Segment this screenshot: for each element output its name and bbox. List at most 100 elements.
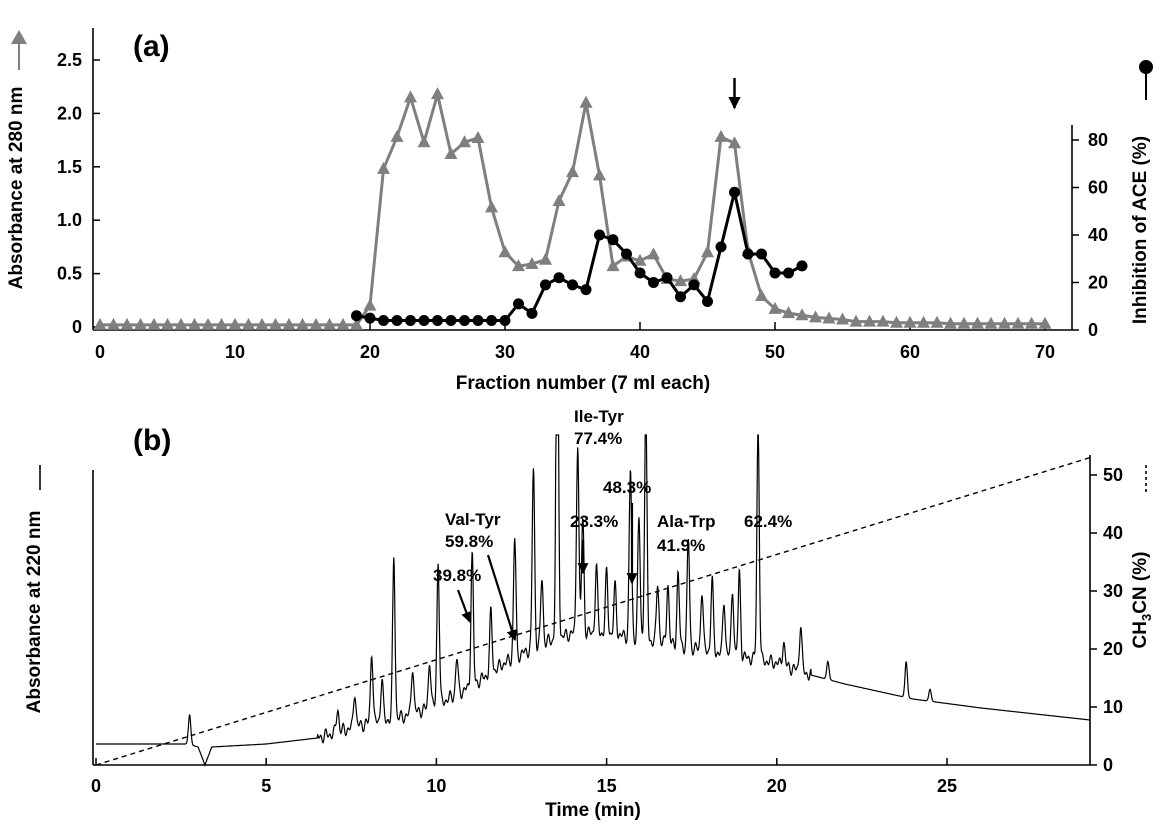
absorbance-280-point [134,317,147,330]
ace-inhibition-point [594,229,605,241]
panel-b-x-tick-label: 10 [426,776,446,796]
ace-inhibition-point [351,310,362,322]
panel-b-x-tick-label: 5 [261,776,271,796]
absorbance-280-point [863,314,876,327]
ace-inhibition-point [769,267,781,279]
ace-inhibition-point [513,298,524,310]
ch3cn-gradient-line [95,456,1091,766]
ace-inhibition-point [661,272,673,284]
absorbance-280-point [606,259,620,272]
absorbance-280-point [201,317,215,330]
panel-a-y-ticks: 0 0.5 1.0 1.5 2.0 2.5 [57,50,100,337]
absorbance-280-point [525,256,539,269]
absorbance-280-point [795,308,809,321]
absorbance-280-point [782,306,795,319]
absorbance-280-point [458,135,471,148]
panel-b-y-axis-label: Absorbance at 220 nm [24,511,45,714]
absorbance-280-point [633,253,647,266]
ace-inhibition-point [432,315,443,326]
panel-a-y-tick-label: 1.5 [57,157,82,177]
panel-b-label: (b) [133,424,171,457]
absorbance-280-point [539,252,552,265]
absorbance-280-point [215,317,228,330]
absorbance-280-point [593,168,606,181]
absorbance-280-point [444,146,458,159]
absorbance-280-point [552,193,566,206]
absorbance-280-point [228,317,242,330]
panel-b-y2-tick-label: 0 [1103,755,1113,775]
ace-inhibition-point [796,260,808,272]
panel-a-y2-ticks: 0 20 40 60 80 [1072,130,1108,340]
panel-b-x-tick-label: 15 [597,776,617,796]
absorbance-280-point [93,317,107,330]
ace-inhibition-point [364,312,376,324]
ace-inhibition-point [445,315,457,326]
absorbance-280-point [917,315,930,328]
ace-inhibition-point [715,241,727,253]
ace-inhibition-point [634,267,646,279]
absorbance-280-point [417,135,431,148]
absorbance-280-point [984,316,998,329]
panel-a-x-ticks: 0 10 20 30 40 50 60 70 [95,322,1055,362]
absorbance-280-point [836,312,849,325]
absorbance-280-point [998,316,1011,329]
panel-a-x-tick-label: 30 [495,342,515,362]
annotation-ala-trp: Ala-Trp [657,512,716,531]
panel-a-x-tick-label: 60 [900,342,920,362]
ace-inhibition-point [742,248,754,260]
panel-a-x-tick-label: 70 [1035,342,1055,362]
absorbance-280-point [849,314,863,327]
panel-b-y2-tick-label: 10 [1103,697,1123,717]
absorbance-280-point [188,317,201,330]
panel-b-y2-tick-label: 40 [1103,523,1123,543]
annotation-ile-tyr: Ile-Tyr [574,407,624,426]
absorbance-280-series [93,87,1052,330]
annotation-ile-tyr-value: 77.4% [574,429,622,448]
ace-inhibition-series [351,186,808,326]
absorbance-280-point [390,129,404,142]
ace-inhibition-point [783,267,794,279]
absorbance-280-point [1038,316,1052,329]
absorbance-280-point [512,259,525,272]
annotation-val-tyr-value: 59.8% [445,532,493,551]
panel-a-y2-tick-label: 80 [1088,130,1108,150]
panel-a-y2-axis-label: Inhibition of ACE (%) [1130,136,1151,324]
absorbance-280-point [323,317,336,330]
absorbance-280-point [647,247,660,260]
absorbance-280-point [120,317,134,330]
ace-inhibition-point [567,279,578,291]
ace-inhibition-line [356,191,803,322]
annotation-val-tyr-arrow [486,554,518,642]
absorbance-280-point [174,317,188,330]
ace-inhibition-point [526,307,538,319]
ace-inhibition-point [391,315,403,326]
panel-a-x-tick-label: 20 [360,342,380,362]
absorbance-280-point [485,200,498,213]
absorbance-280-point [350,317,363,330]
panel-a-x-axis-label: Fraction number (7 ml each) [456,373,710,394]
absorbance-280-point [903,315,917,328]
absorbance-280-point [377,161,390,174]
ace-inhibition-point [729,186,740,198]
absorbance-280-point [282,317,296,330]
panel-b-x-tick-label: 25 [937,776,957,796]
annotation-48-3: 48.3% [603,478,651,497]
panel-a-y2-tick-label: 40 [1088,225,1108,245]
ace-inhibition-point [675,291,686,303]
absorbance-280-point [971,316,984,329]
panel-a-y-tick-label: 0.5 [57,264,82,284]
ace-inhibition-point [688,279,700,291]
panel-b-axes [92,455,1091,766]
panel-b-y2-tick-label: 50 [1103,465,1123,485]
y2-label-subscript: 3 [1139,614,1154,621]
absorbance-280-point [728,136,741,149]
panel-a-axes [92,28,1073,331]
panel-a-y-tick-label: 2.0 [57,103,82,123]
absorbance-280-point [768,301,782,314]
absorbance-280-point [930,315,944,328]
absorbance-280-point [498,245,512,258]
absorbance-280-point [471,130,485,143]
absorbance-280-point [336,317,350,330]
panel-a-y-tick-label: 0 [72,317,82,337]
